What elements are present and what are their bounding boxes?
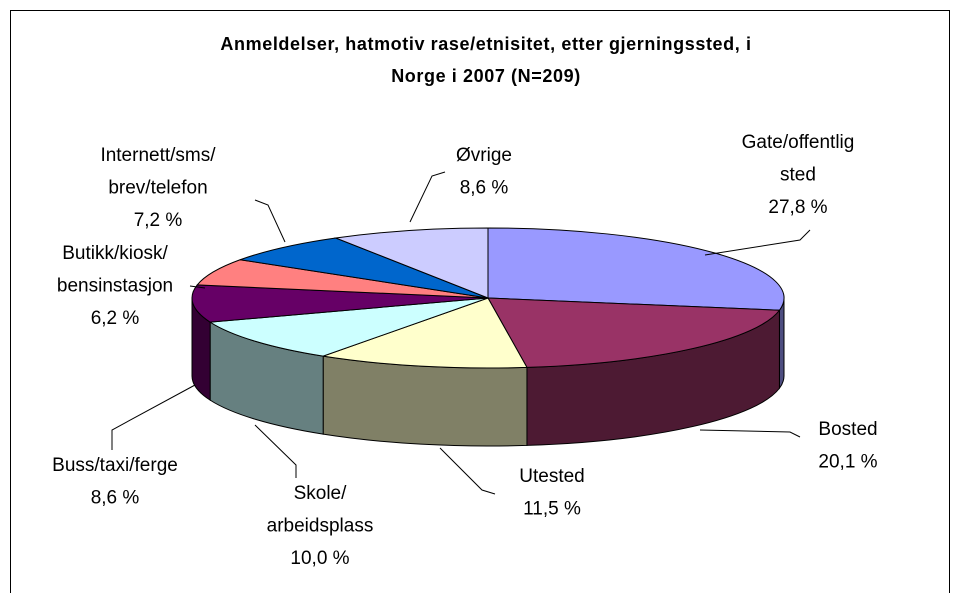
slice-value-label: 8,6 % (460, 178, 509, 199)
slice-label: Bosted (818, 419, 877, 440)
pie-slice (239, 237, 489, 299)
pie-slice (487, 297, 781, 368)
chart-title: Anmeldelser, hatmotiv rase/etnisitet, et… (220, 34, 751, 54)
pie-slice-side (322, 355, 528, 447)
pie-slice-side (778, 297, 785, 390)
slice-value-label: 27,8 % (768, 197, 827, 218)
pie-slice (322, 297, 528, 369)
leader-line (409, 171, 446, 223)
leader-line (439, 447, 496, 495)
slice-label: Buss/taxi/ferge (52, 455, 178, 476)
leader-line (254, 424, 297, 478)
slice-value-label: 6,2 % (91, 308, 140, 329)
pie-slice (333, 227, 489, 299)
slice-label: bensinstasjon (57, 276, 173, 297)
slice-label: Skole/ (294, 483, 348, 504)
slice-value-label: 8,6 % (91, 488, 140, 509)
slice-label: Gate/offentlig (742, 132, 855, 153)
pie-slice (208, 297, 489, 357)
slice-value-label: 7,2 % (134, 210, 183, 231)
slice-label: Øvrige (456, 145, 512, 166)
slice-label: Internett/sms/ (100, 145, 216, 166)
leader-line (704, 229, 811, 256)
slice-label: Butikk/kiosk/ (62, 243, 168, 264)
leader-line (111, 384, 196, 450)
slice-label: brev/telefon (108, 178, 207, 199)
slice-label: Utested (519, 466, 584, 487)
leader-line (189, 285, 206, 289)
slice-value-label: 11,5 % (523, 499, 581, 520)
slice-value-label: 10,0 % (290, 548, 349, 569)
slice-value-label: 20,1 % (818, 452, 877, 473)
leader-line (254, 199, 286, 243)
leader-line (699, 429, 801, 438)
chart-title: Norge i 2007 (N=209) (391, 66, 581, 86)
pie-slice (196, 259, 489, 299)
slice-label: arbeidsplass (267, 516, 374, 537)
slice-label: sted (780, 165, 816, 186)
